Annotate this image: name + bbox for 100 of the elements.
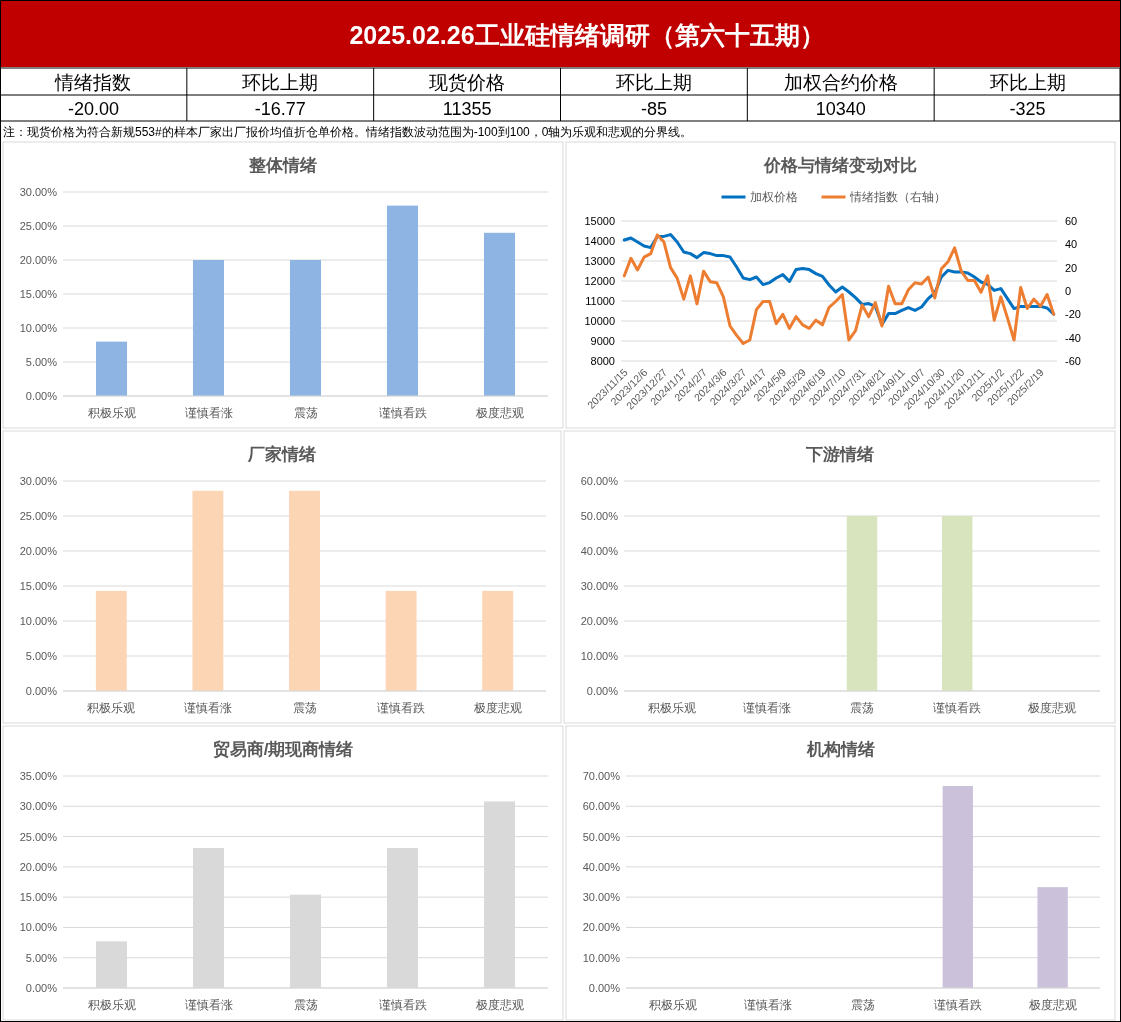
x-tick-label: 谨慎看涨 <box>744 998 793 1012</box>
y-tick-label: 70.00% <box>582 770 621 782</box>
y-tick-label: 0.00% <box>25 982 58 994</box>
y-tick-label: 13000 <box>584 255 615 267</box>
x-tick-label: 震荡 <box>850 701 874 715</box>
y-tick-label: 10.00% <box>582 951 621 964</box>
x-tick-label: 谨慎看涨 <box>742 701 791 715</box>
y-tick-label: 0.00% <box>586 685 619 697</box>
category-label: 加权合约价格 <box>783 72 898 93</box>
y-tick-label: 20.00% <box>580 615 619 627</box>
x-tick-label: 极度悲观 <box>1027 701 1077 715</box>
text: -16.77 <box>254 99 306 119</box>
bar <box>192 260 225 396</box>
x-tick-label: 震荡 <box>293 406 318 420</box>
y-tick-label: 60.00% <box>582 800 621 813</box>
y2-tick-label: -60 <box>1065 355 1081 367</box>
chart-title: 贸易商/期现商情绪 <box>212 740 354 759</box>
y2-tick-label: -20 <box>1065 308 1081 321</box>
legend-label: 加权价格 <box>749 190 798 204</box>
chart-title: 厂家情绪 <box>247 445 316 464</box>
x-tick-label: 积极乐观 <box>87 406 136 420</box>
category-label: 环比上期 <box>989 72 1066 93</box>
x-tick-label: 震荡 <box>293 998 318 1012</box>
y2-tick-label: 60 <box>1065 215 1078 227</box>
y-tick-label: 50.00% <box>582 830 621 843</box>
y-tick-label: 5.00% <box>25 356 58 368</box>
y-tick-label: 25.00% <box>19 510 58 522</box>
y-tick-label: 12000 <box>584 275 615 287</box>
y-tick-label: 15.00% <box>19 580 58 592</box>
y-tick-label: 30.00% <box>582 891 621 904</box>
y-tick-label: 60.00% <box>580 475 619 487</box>
y-tick-label: 0.00% <box>25 685 58 697</box>
y-tick-label: 20.00% <box>19 860 58 873</box>
x-tick-label: 极度悲观 <box>1027 998 1077 1012</box>
y-tick-label: 10.00% <box>19 322 58 334</box>
y-tick-label: 11000 <box>585 295 615 307</box>
y-tick-label: 50.00% <box>580 510 619 522</box>
chart-title: 整体情绪 <box>248 156 317 175</box>
category-label: 环比上期 <box>615 72 692 93</box>
x-tick-label: 积极乐观 <box>87 998 136 1012</box>
bar <box>483 232 516 396</box>
y-tick-label: 10000 <box>584 315 615 327</box>
y-tick-label: 35.00% <box>19 770 58 782</box>
x-tick-label: 积极乐观 <box>87 701 136 715</box>
y-tick-label: 10.00% <box>19 921 58 934</box>
text: -20.00 <box>67 99 119 119</box>
y-tick-label: 0.00% <box>25 390 58 402</box>
x-tick-label: 谨慎看涨 <box>184 406 233 420</box>
x-tick-label: 谨慎看跌 <box>933 701 982 715</box>
bar <box>95 341 128 396</box>
category-label: 环比上期 <box>242 72 319 93</box>
text: -325 <box>1009 99 1046 119</box>
y-tick-label: 15000 <box>584 215 615 227</box>
y-tick-label: 40.00% <box>580 545 619 557</box>
y-tick-label: 9000 <box>590 335 615 347</box>
y-tick-label: 5.00% <box>25 650 58 662</box>
y-tick-label: 30.00% <box>19 475 58 487</box>
y-tick-label: 20.00% <box>19 545 58 557</box>
y-tick-label: 15.00% <box>19 288 58 300</box>
category-label: 情绪指数 <box>54 72 132 93</box>
y-tick-label: 30.00% <box>19 800 58 813</box>
x-tick-label: 积极乐观 <box>649 998 698 1012</box>
y-tick-label: 10.00% <box>580 650 619 662</box>
y-tick-label: 15.00% <box>19 891 58 904</box>
x-tick-label: 极度悲观 <box>474 406 524 420</box>
x-tick-label: 极度悲观 <box>472 701 522 715</box>
y-tick-label: 25.00% <box>19 220 58 232</box>
x-tick-label: 极度悲观 <box>474 998 524 1012</box>
bar <box>289 260 322 396</box>
bar <box>386 205 419 396</box>
y-tick-label: 20.00% <box>19 254 58 266</box>
x-tick-label: 积极乐观 <box>647 701 696 715</box>
x-tick-label: 谨慎看涨 <box>184 998 233 1012</box>
y-tick-label: 25.00% <box>19 830 58 843</box>
x-tick-label: 谨慎看跌 <box>378 406 427 420</box>
y-tick-label: 40.00% <box>582 860 621 873</box>
x-tick-label: 谨慎看涨 <box>183 701 232 715</box>
y-tick-label: 0.00% <box>588 982 621 994</box>
x-tick-label: 谨慎看跌 <box>378 998 427 1012</box>
y-tick-label: 30.00% <box>580 580 619 592</box>
x-tick-label: 震荡 <box>292 701 317 715</box>
text: 注：现货价格为符合新规553#的样本厂家出厂报价均值折仓单价格。情绪指数波动范围为-100到100，0轴为乐观和悲观的分界线。 <box>3 125 693 139</box>
y-tick-label: 8000 <box>590 355 615 367</box>
x-tick-label: 谨慎看跌 <box>377 701 426 715</box>
text: 2025.02.26工业硅情绪调研（第六十五期） <box>349 21 825 49</box>
y-tick-label: 10.00% <box>19 615 58 627</box>
text: 10340 <box>815 99 866 119</box>
y-tick-label: 14000 <box>584 235 615 247</box>
text: -85 <box>640 99 667 119</box>
category-label: 现货价格 <box>429 72 506 93</box>
x-tick-label: 谨慎看跌 <box>933 998 982 1012</box>
y2-tick-label: -40 <box>1065 331 1081 344</box>
x-tick-label: 震荡 <box>851 998 875 1012</box>
legend-label: 情绪指数（右轴） <box>848 190 946 204</box>
chart-title: 机构情绪 <box>805 740 875 759</box>
y2-tick-label: 20 <box>1065 261 1078 274</box>
y2-tick-label: 0 <box>1065 285 1072 297</box>
chart-title: 下游情绪 <box>804 445 874 464</box>
chart-title: 价格与情绪变动对比 <box>763 156 917 175</box>
line-series <box>622 233 1056 345</box>
